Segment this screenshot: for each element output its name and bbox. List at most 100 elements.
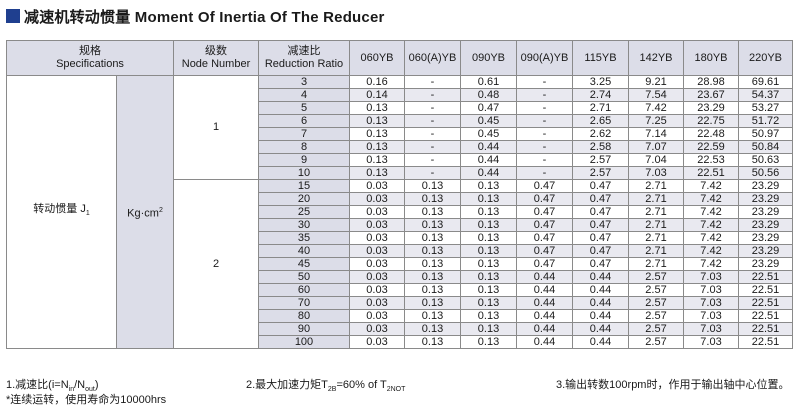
inertia-value-cell: 22.59 <box>683 140 739 154</box>
inertia-value-cell: 0.47 <box>572 231 629 245</box>
inertia-value-cell: 22.51 <box>738 283 793 297</box>
inertia-value-cell: 0.48 <box>460 88 517 102</box>
inertia-value-cell: 7.42 <box>683 218 739 232</box>
page-title: 减速机转动惯量 Moment Of Inertia Of The Reducer <box>6 6 385 26</box>
footnote-service-life: *连续运转，使用寿命为10000hrs <box>6 394 167 406</box>
inertia-value-cell: 2.71 <box>628 257 684 271</box>
header-reduction-ratio: 减速比 Reduction Ratio <box>258 40 350 76</box>
inertia-value-cell: 0.13 <box>460 309 517 323</box>
inertia-value-cell: 0.47 <box>516 231 573 245</box>
inertia-value-cell: 0.13 <box>349 153 405 167</box>
inertia-value-cell: 0.47 <box>516 244 573 258</box>
inertia-value-cell: 0.47 <box>572 244 629 258</box>
inertia-value-cell: 0.44 <box>460 140 517 154</box>
inertia-value-cell: 0.44 <box>572 335 629 349</box>
inertia-table: 规格 Specifications 级数 Node Number 减速比 Reduct… <box>6 40 793 349</box>
inertia-value-cell: 0.03 <box>349 335 405 349</box>
inertia-value-cell: 0.13 <box>404 179 461 193</box>
inertia-value-cell: 0.13 <box>460 218 517 232</box>
inertia-value-cell: 23.29 <box>738 218 793 232</box>
inertia-value-cell: 2.71 <box>572 101 629 115</box>
inertia-value-cell: 2.71 <box>628 218 684 232</box>
inertia-value-cell: 2.57 <box>572 166 629 180</box>
inertia-value-cell: 0.61 <box>460 75 517 89</box>
reduction-ratio-cell: 100 <box>258 335 350 349</box>
table-row: 100 0.03 0.13 0.13 0.44 0.44 2.57 7.03 22.51 <box>7 335 793 349</box>
inertia-value-cell: 0.13 <box>460 205 517 219</box>
inertia-value-cell: 28.98 <box>683 75 739 89</box>
inertia-value-cell: 0.03 <box>349 231 405 245</box>
reduction-ratio-cell: 7 <box>258 127 350 141</box>
inertia-value-cell: 7.14 <box>628 127 684 141</box>
inertia-value-cell: 0.03 <box>349 257 405 271</box>
inertia-value-cell: 0.13 <box>460 179 517 193</box>
inertia-value-cell: 7.03 <box>628 166 684 180</box>
table-row: 2 15 0.03 0.13 0.13 0.47 0.47 2.71 7.42 23.29 <box>7 179 793 349</box>
title-text: 减速机转动惯量 Moment Of Inertia Of The Reducer <box>24 8 385 26</box>
inertia-value-cell: 7.04 <box>628 153 684 167</box>
inertia-value-cell: 22.51 <box>738 309 793 323</box>
inertia-value-cell: 0.13 <box>460 283 517 297</box>
inertia-value-cell: - <box>516 140 573 154</box>
unit-label: Kg·cm2 <box>116 75 174 349</box>
inertia-value-cell: 0.13 <box>460 231 517 245</box>
inertia-value-cell: 7.42 <box>683 179 739 193</box>
inertia-value-cell: - <box>516 153 573 167</box>
inertia-value-cell: 0.03 <box>349 205 405 219</box>
table-row: 80 0.03 0.13 0.13 0.44 0.44 2.57 7.03 22.51 <box>7 309 793 323</box>
inertia-value-cell: 7.42 <box>683 205 739 219</box>
inertia-value-cell: 23.29 <box>738 179 793 193</box>
inertia-value-cell: 2.62 <box>572 127 629 141</box>
inertia-value-cell: 22.51 <box>738 296 793 310</box>
reduction-ratio-cell: 4 <box>258 88 350 102</box>
inertia-value-cell: 23.29 <box>738 231 793 245</box>
reduction-ratio-cell: 25 <box>258 205 350 219</box>
header-model: 060YB <box>349 40 405 76</box>
inertia-value-cell: 0.47 <box>572 192 629 206</box>
reduction-ratio-cell: 8 <box>258 140 350 154</box>
inertia-value-cell: 0.03 <box>349 270 405 284</box>
inertia-value-cell: 0.47 <box>516 218 573 232</box>
inertia-value-cell: 0.44 <box>572 309 629 323</box>
table-row: 40 0.03 0.13 0.13 0.47 0.47 2.71 7.42 23.29 <box>7 244 793 258</box>
inertia-value-cell: 22.48 <box>683 127 739 141</box>
inertia-value-cell: 0.44 <box>516 335 573 349</box>
inertia-value-cell: 0.44 <box>516 283 573 297</box>
inertia-value-cell: 0.14 <box>349 88 405 102</box>
inertia-value-cell: 2.57 <box>628 335 684 349</box>
inertia-value-cell: 0.03 <box>349 309 405 323</box>
inertia-value-cell: 2.74 <box>572 88 629 102</box>
inertia-value-cell: 50.97 <box>738 127 793 141</box>
reduction-ratio-cell: 60 <box>258 283 350 297</box>
inertia-value-cell: 0.13 <box>404 309 461 323</box>
inertia-value-cell: - <box>516 75 573 89</box>
inertia-value-cell: 2.71 <box>628 192 684 206</box>
inertia-value-cell: 23.67 <box>683 88 739 102</box>
inertia-value-cell: 0.13 <box>404 283 461 297</box>
inertia-value-cell: 2.57 <box>628 283 684 297</box>
inertia-value-cell: 0.13 <box>404 322 461 336</box>
inertia-value-cell: 69.61 <box>738 75 793 89</box>
inertia-value-cell: 0.13 <box>349 127 405 141</box>
table-row: 9 0.13-0.44-2.57 7.04 22.53 50.63 <box>7 153 793 167</box>
inertia-value-cell: 0.47 <box>516 179 573 193</box>
inertia-value-cell: - <box>404 153 461 167</box>
inertia-value-cell: 0.44 <box>516 270 573 284</box>
inertia-value-cell: 7.03 <box>683 270 739 284</box>
inertia-value-cell: 2.71 <box>628 244 684 258</box>
inertia-value-cell: 0.03 <box>349 179 405 193</box>
inertia-value-cell: 23.29 <box>683 101 739 115</box>
table-row: 25 0.03 0.13 0.13 0.47 0.47 2.71 7.42 23.29 <box>7 205 793 219</box>
inertia-value-cell: 0.13 <box>404 218 461 232</box>
inertia-value-cell: 22.53 <box>683 153 739 167</box>
inertia-value-cell: 2.65 <box>572 114 629 128</box>
inertia-value-cell: - <box>404 101 461 115</box>
header-model: 180YB <box>683 40 739 76</box>
inertia-value-cell: 7.42 <box>628 101 684 115</box>
inertia-value-cell: 2.57 <box>628 322 684 336</box>
header-specifications: 规格 Specifications <box>6 40 174 76</box>
inertia-value-cell: 0.13 <box>404 335 461 349</box>
inertia-value-cell: 2.71 <box>628 231 684 245</box>
footnote-max-torque: 2.最大加速力矩T2B=60% of T2NOT <box>246 379 406 394</box>
inertia-value-cell: 2.57 <box>628 270 684 284</box>
